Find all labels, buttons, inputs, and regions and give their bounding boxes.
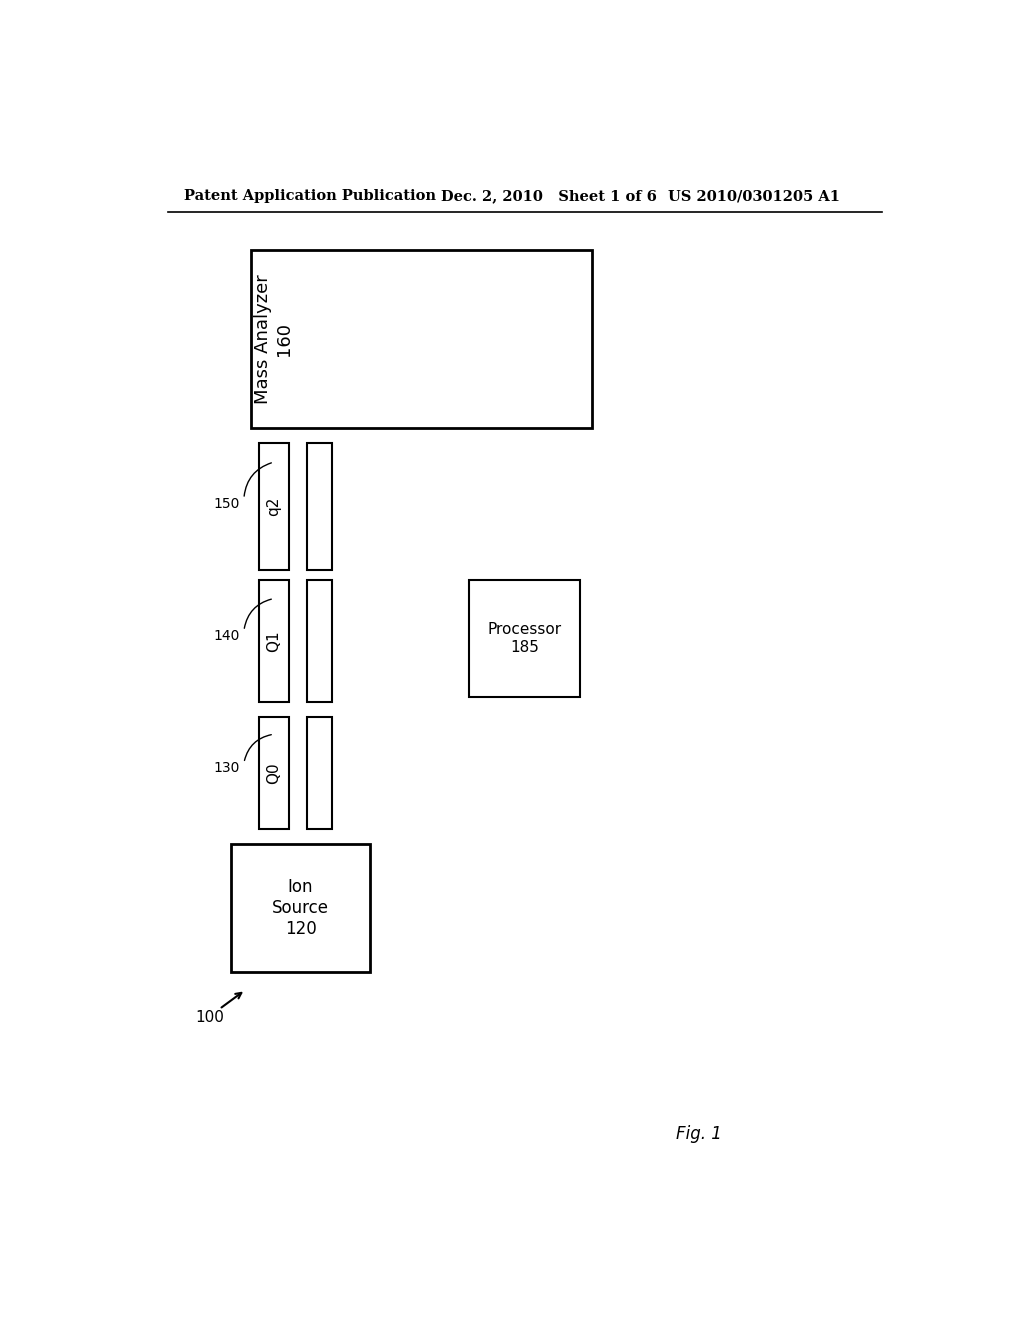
Bar bbox=[469, 581, 581, 697]
Text: q2: q2 bbox=[266, 496, 282, 516]
Bar bbox=[231, 845, 370, 972]
Text: Processor
185: Processor 185 bbox=[487, 623, 562, 655]
Text: 130: 130 bbox=[214, 762, 240, 775]
Text: Q1: Q1 bbox=[266, 631, 282, 652]
Bar bbox=[306, 581, 332, 702]
Text: Fig. 1: Fig. 1 bbox=[677, 1125, 722, 1143]
Bar bbox=[259, 581, 289, 702]
Text: Q0: Q0 bbox=[266, 763, 282, 784]
Text: 150: 150 bbox=[214, 496, 240, 511]
Text: 140: 140 bbox=[214, 630, 240, 643]
Bar bbox=[251, 249, 592, 428]
Text: Patent Application Publication: Patent Application Publication bbox=[183, 189, 435, 203]
Text: 100: 100 bbox=[196, 1010, 224, 1024]
Text: Dec. 2, 2010   Sheet 1 of 6: Dec. 2, 2010 Sheet 1 of 6 bbox=[441, 189, 657, 203]
Bar bbox=[306, 718, 332, 829]
Text: Ion
Source
120: Ion Source 120 bbox=[272, 878, 329, 937]
Bar bbox=[259, 444, 289, 570]
Text: Mass Analyzer
160: Mass Analyzer 160 bbox=[254, 275, 293, 404]
Bar bbox=[306, 444, 332, 570]
Text: US 2010/0301205 A1: US 2010/0301205 A1 bbox=[668, 189, 840, 203]
Bar bbox=[259, 718, 289, 829]
